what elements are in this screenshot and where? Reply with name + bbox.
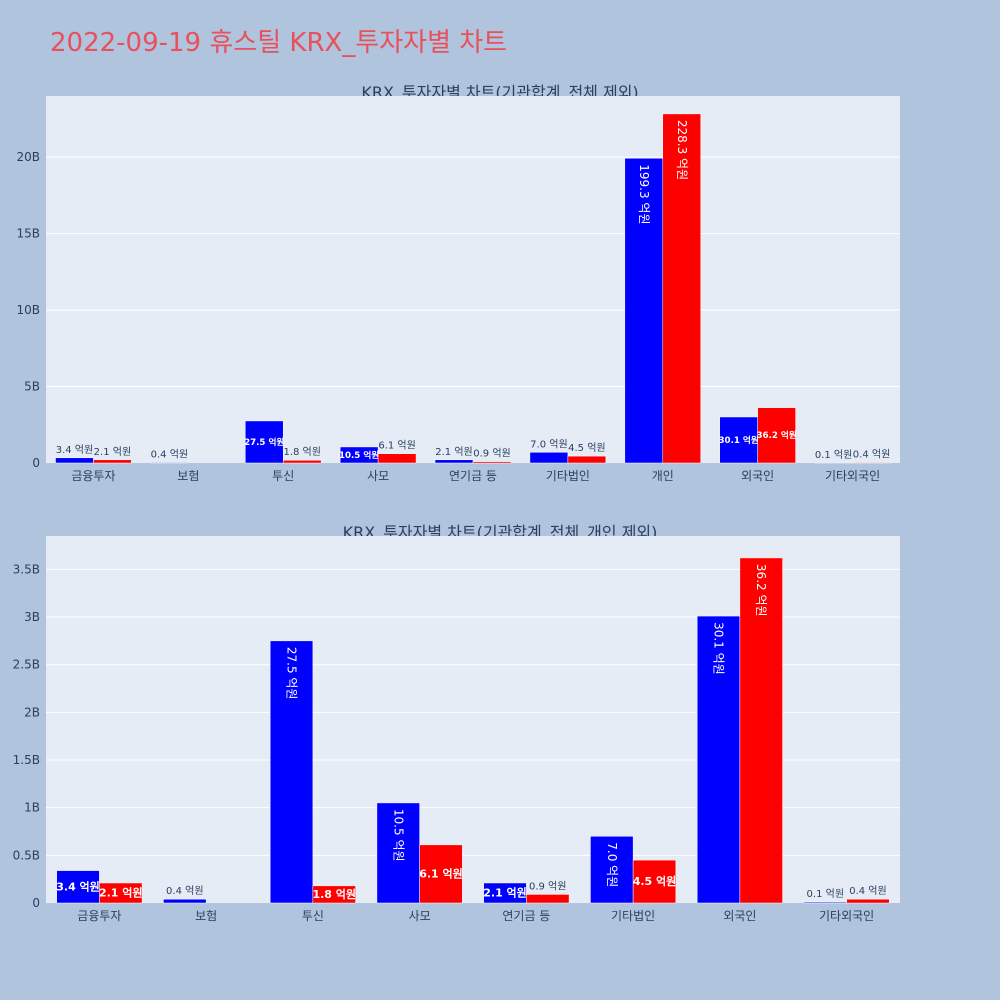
data-label: 27.5 억원: [285, 647, 299, 700]
x-tick-label: 투신: [272, 469, 294, 483]
y-tick-label: 0: [32, 896, 40, 910]
y-tick-label: 10B: [16, 303, 40, 317]
sell-bar: [93, 459, 132, 464]
data-label: 36.2 억원: [754, 564, 768, 617]
x-tick-label: 기타법인: [611, 909, 655, 923]
x-tick-label: 개인: [652, 469, 674, 483]
sell-bar: [99, 882, 143, 904]
x-tick-label: 연기금 등: [449, 469, 497, 483]
y-tick-label: 3.5B: [13, 562, 40, 576]
data-label: 1.8 억원: [312, 887, 356, 901]
sell-bar: [282, 459, 322, 464]
data-label: 6.1 억원: [419, 867, 463, 881]
x-tick-label: 기타법인: [546, 469, 590, 483]
buy-bar: [624, 157, 664, 464]
data-label: 2.1 억원: [483, 886, 527, 900]
y-tick-label: 2B: [24, 705, 40, 719]
buy-bar: [434, 459, 474, 464]
sell-bar: [852, 462, 891, 464]
buy-bar: [719, 416, 758, 464]
sell-bar: [739, 557, 783, 904]
sell-bar: [567, 455, 607, 464]
buy-bar: [590, 836, 634, 904]
x-tick-label: 투신: [302, 909, 324, 923]
data-label: 0.1 억원: [807, 888, 844, 900]
data-label: 0.9 억원: [529, 880, 566, 892]
data-label: 0.4 억원: [151, 448, 188, 460]
data-label: 4.5 억원: [633, 874, 677, 888]
data-label: 228.3 억원: [675, 120, 689, 180]
buy-bar: [269, 640, 314, 904]
y-tick-label: 15B: [16, 227, 40, 241]
data-label: 27.5 억원: [244, 436, 284, 448]
x-tick-label: 사모: [367, 469, 389, 483]
data-label: 4.5 억원: [568, 442, 605, 454]
sell-bar: [419, 844, 463, 904]
sell-bar: [377, 453, 417, 464]
x-tick-label: 연기금 등: [502, 909, 550, 923]
x-tick-label: 사모: [409, 909, 431, 923]
buy-bar: [529, 452, 569, 464]
data-label: 3.4 억원: [56, 444, 93, 456]
data-label: 0.4 억원: [853, 448, 890, 460]
data-label: 10.5 억원: [339, 449, 379, 461]
buy-bar: [803, 901, 847, 904]
buy-bar: [150, 462, 189, 464]
x-tick-label: 보험: [177, 469, 199, 483]
y-tick-label: 0: [32, 456, 40, 470]
sell-bar: [312, 885, 356, 904]
buy-bar: [376, 802, 420, 904]
x-tick-label: 외국인: [741, 469, 774, 483]
data-label: 0.9 억원: [473, 448, 510, 460]
buy-bar: [56, 870, 100, 904]
y-tick-label: 20B: [16, 150, 40, 164]
data-label: 0.1 억원: [815, 449, 852, 461]
buy-bar: [245, 420, 284, 464]
y-tick-label: 1B: [24, 801, 40, 815]
data-label: 7.0 억원: [605, 842, 619, 887]
data-label: 1.8 억원: [283, 446, 320, 458]
x-tick-label: 외국인: [723, 909, 756, 923]
data-label: 10.5 억원: [391, 809, 405, 862]
buy-bar: [55, 457, 94, 464]
x-tick-label: 기타외국인: [819, 909, 874, 923]
buy-bar: [696, 615, 741, 904]
data-label: 30.1 억원: [712, 622, 726, 675]
data-label: 3.4 억원: [56, 879, 100, 893]
data-label: 0.4 억원: [849, 885, 886, 897]
x-tick-label: 금융투자: [71, 469, 115, 483]
sell-bar: [757, 407, 796, 464]
buy-bar: [163, 898, 207, 904]
x-tick-label: 금융투자: [77, 909, 121, 923]
data-label: 2.1 억원: [99, 886, 143, 900]
buy-bar: [483, 882, 527, 904]
sell-bar: [662, 113, 701, 464]
data-label: 2.1 억원: [435, 446, 472, 458]
data-label: 6.1 억원: [378, 440, 415, 452]
data-label: 36.2 억원: [756, 429, 796, 441]
y-tick-label: 5B: [24, 380, 40, 394]
page-title: 2022-09-19 휴스틸 KRX_투자자별 차트: [50, 28, 508, 58]
y-tick-label: 1.5B: [13, 753, 40, 767]
data-label: 7.0 억원: [530, 438, 567, 450]
y-tick-label: 2.5B: [13, 658, 40, 672]
x-tick-label: 보험: [195, 909, 217, 923]
sell-bar: [846, 898, 890, 904]
y-tick-label: 0.5B: [13, 848, 40, 862]
data-label: 0.4 억원: [166, 885, 203, 897]
sell-bar: [472, 461, 512, 464]
data-label: 2.1 억원: [94, 446, 131, 458]
data-label: 30.1 억원: [719, 434, 759, 446]
sell-bar: [632, 859, 677, 904]
x-tick-label: 기타외국인: [825, 469, 880, 483]
sell-bar: [526, 894, 570, 904]
y-tick-label: 3B: [24, 610, 40, 624]
data-label: 199.3 억원: [637, 164, 651, 224]
